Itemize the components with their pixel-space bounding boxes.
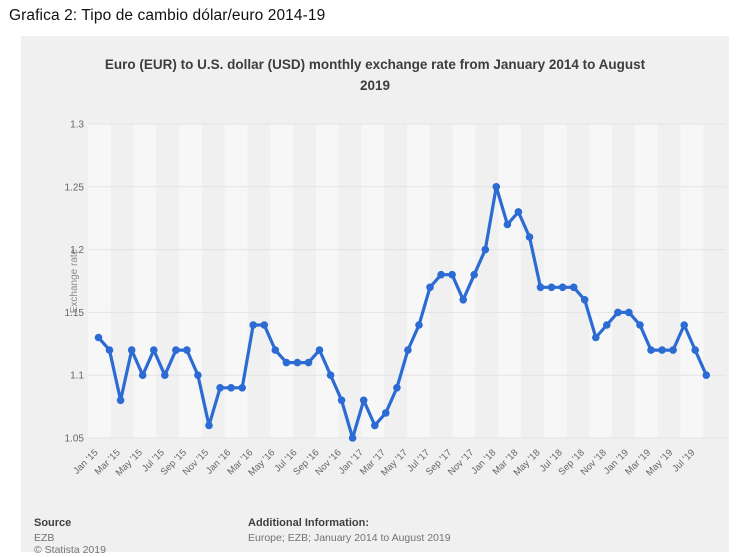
data-point: [680, 321, 688, 329]
plot-stripe: [224, 124, 248, 438]
statista-chart-card: Euro (EUR) to U.S. dollar (USD) monthly …: [21, 36, 729, 556]
data-point: [238, 384, 246, 392]
data-point: [448, 270, 456, 279]
data-point: [94, 333, 103, 342]
data-point: [205, 421, 213, 430]
plot-stripe: [680, 124, 704, 438]
plot-stripe: [361, 124, 385, 438]
plot-stripe: [498, 124, 521, 438]
data-point: [371, 421, 379, 430]
data-point: [569, 283, 578, 292]
plot-stripe: [88, 124, 111, 438]
data-point: [603, 321, 611, 329]
data-point: [348, 434, 357, 442]
data-point: [525, 233, 534, 241]
data-point: [194, 371, 202, 380]
source-label: Source: [34, 517, 72, 529]
additional-info-label: Additional Information:: [248, 517, 369, 529]
y-tick-label: 1.25: [65, 182, 85, 193]
data-point: [393, 384, 401, 392]
data-point: [470, 270, 479, 279]
plot-stripe: [589, 124, 613, 438]
data-point: [636, 321, 644, 329]
data-points: [94, 183, 711, 442]
data-point: [161, 371, 169, 380]
data-point: [326, 371, 335, 380]
data-point: [315, 346, 324, 354]
data-point: [150, 346, 158, 354]
data-point: [359, 396, 368, 405]
y-tick-label: 1.1: [70, 371, 84, 382]
data-point: [138, 371, 147, 380]
chart-title-line-2: 2019: [359, 78, 391, 93]
data-point: [647, 346, 655, 354]
data-point: [337, 396, 346, 405]
data-point: [271, 346, 280, 354]
plot-stripe: [634, 124, 658, 438]
y-tick-label: 1.05: [65, 434, 85, 445]
x-tick-label: Jul '19: [670, 447, 697, 474]
plot-stripe: [452, 124, 476, 438]
data-point: [415, 321, 423, 329]
data-point: [172, 346, 180, 354]
source-name: EZB: [34, 531, 55, 544]
y-tick-label: 1.2: [70, 245, 84, 256]
y-axis-labels: 1.3 1.25 1.2 1.15 1.1 1.05: [65, 120, 85, 445]
data-point: [249, 321, 257, 329]
data-point: [536, 283, 545, 292]
data-point: [547, 283, 556, 292]
data-point: [227, 384, 235, 392]
additional-info-block: Additional Information: Europe; EZB; Jan…: [248, 517, 451, 544]
data-point: [437, 270, 445, 279]
data-point: [404, 346, 412, 354]
data-point: [426, 283, 434, 292]
plot-stripe: [543, 124, 567, 438]
page-title: Grafica 2: Tipo de cambio dólar/euro 201…: [9, 7, 326, 24]
data-point: [614, 308, 622, 317]
data-point: [382, 409, 390, 417]
data-point: [702, 371, 711, 380]
plot-stripe: [133, 124, 157, 438]
y-tick-label: 1.3: [70, 120, 84, 131]
data-point: [669, 346, 677, 354]
data-point: [216, 384, 224, 392]
plot-stripe: [270, 124, 294, 438]
data-point: [558, 283, 567, 292]
y-tick-label: 1.15: [65, 308, 85, 319]
y-axis-title: Exchange rate: [69, 248, 80, 313]
plot-stripe: [179, 124, 202, 438]
source-block: Source EZB © Statista 2019: [34, 517, 106, 557]
data-point: [293, 358, 302, 367]
data-point: [503, 220, 512, 229]
additional-info-text: Europe; EZB; January 2014 to August 2019: [248, 531, 451, 544]
data-point: [514, 208, 523, 216]
data-point: [625, 308, 633, 317]
plot-stripe: [407, 124, 430, 438]
data-point: [105, 346, 114, 354]
data-point: [481, 245, 490, 254]
data-point: [691, 346, 699, 354]
data-point: [260, 321, 269, 329]
data-point: [183, 346, 191, 354]
data-point: [282, 358, 291, 367]
data-point: [592, 333, 600, 342]
data-point: [127, 346, 136, 354]
plot-stripes: [88, 124, 704, 438]
data-point: [116, 396, 125, 405]
statista-copyright: © Statista 2019: [34, 544, 106, 556]
chart-title-line-1: Euro (EUR) to U.S. dollar (USD) monthly …: [104, 57, 646, 72]
data-point: [492, 183, 501, 191]
data-point: [580, 296, 589, 304]
data-point: [459, 296, 468, 304]
data-point: [658, 346, 666, 354]
chart-title: Euro (EUR) to U.S. dollar (USD) monthly …: [21, 54, 729, 96]
plot-stripe: [315, 124, 339, 438]
data-point: [304, 358, 313, 367]
